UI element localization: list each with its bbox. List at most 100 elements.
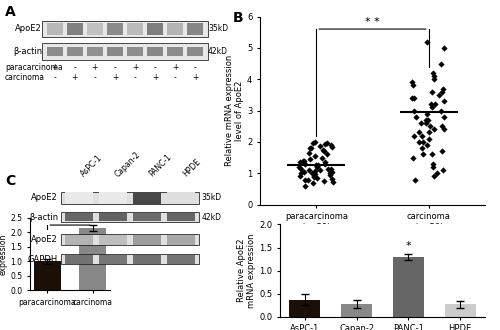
Text: carcinoma: carcinoma [5,73,45,82]
Point [417,120,425,126]
Text: Capan-2: Capan-2 [113,149,142,179]
Point [418,146,426,151]
Point [327,166,335,171]
Point [306,145,314,150]
Text: 35kD: 35kD [208,24,228,33]
Bar [66,47,83,56]
Point [423,111,431,116]
Point [320,148,328,154]
Text: -: - [94,73,96,82]
Point [438,89,446,94]
Point [306,146,314,151]
Point [312,153,320,159]
Point [439,168,447,173]
Text: AsPC-1: AsPC-1 [79,153,104,179]
Point [313,164,321,170]
Bar [87,22,103,35]
FancyBboxPatch shape [42,44,208,59]
Point [321,160,329,165]
Point [438,123,446,129]
Point [318,155,326,160]
Bar [66,213,92,221]
Text: *: * [67,214,73,224]
Point [430,77,438,82]
Bar [147,22,163,35]
Point [430,74,438,79]
Point [418,139,426,145]
Text: -: - [114,63,116,72]
Point [431,102,439,107]
Text: PANC-1: PANC-1 [147,152,173,179]
Point [430,70,438,76]
Point [409,155,417,160]
Bar [393,257,424,317]
Bar [107,22,123,35]
Bar [168,235,194,245]
FancyBboxPatch shape [60,254,200,264]
Point [415,130,423,135]
Bar [168,192,194,204]
Point [311,168,319,173]
Bar [134,192,160,204]
Point [440,114,448,119]
Point [419,152,427,157]
Text: -: - [154,63,156,72]
Bar [290,300,320,317]
Point [324,166,332,171]
Point [323,141,331,146]
Point [310,173,318,179]
Point [410,133,418,138]
Point [328,144,336,149]
Point [439,86,447,91]
Point [424,130,432,135]
FancyBboxPatch shape [60,191,200,205]
Text: +: + [192,73,198,82]
Bar [444,304,476,317]
Y-axis label: Relative ApoE2
expression: Relative ApoE2 expression [0,225,8,283]
Point [328,176,336,182]
Bar [188,47,204,56]
Point [304,177,312,182]
Text: -: - [174,73,176,82]
Text: +: + [92,63,98,72]
Point [326,171,334,176]
Point [426,123,434,129]
Text: ApoE2: ApoE2 [32,235,58,244]
Point [312,163,320,168]
Point [310,139,318,145]
Bar [46,47,62,56]
FancyBboxPatch shape [60,234,200,246]
Point [408,80,416,85]
Point [305,150,313,155]
Bar [134,213,160,221]
Text: HPDE: HPDE [181,157,202,179]
Point [309,180,317,185]
Text: -: - [53,73,56,82]
Point [305,168,313,173]
FancyBboxPatch shape [60,213,200,222]
Point [430,174,438,179]
Bar [168,213,194,221]
Bar [100,255,126,264]
Text: 35kD: 35kD [202,193,222,203]
Y-axis label: Relative mRNA expression
level of ApoE2: Relative mRNA expression level of ApoE2 [225,55,244,166]
Point [425,136,433,141]
Point [296,171,304,176]
Bar [46,22,62,35]
Point [301,161,309,167]
Text: +: + [112,73,118,82]
Point [300,158,308,163]
Point [296,160,304,165]
Text: GAPDH: GAPDH [28,255,58,264]
Bar [66,192,92,204]
Point [302,178,310,183]
Point [319,147,327,152]
Point [310,174,318,180]
Text: B: B [233,11,243,25]
Point [423,39,431,44]
Bar [341,304,372,317]
Point [300,169,308,174]
Text: C: C [5,174,15,188]
Bar [79,228,106,290]
Point [432,171,440,176]
